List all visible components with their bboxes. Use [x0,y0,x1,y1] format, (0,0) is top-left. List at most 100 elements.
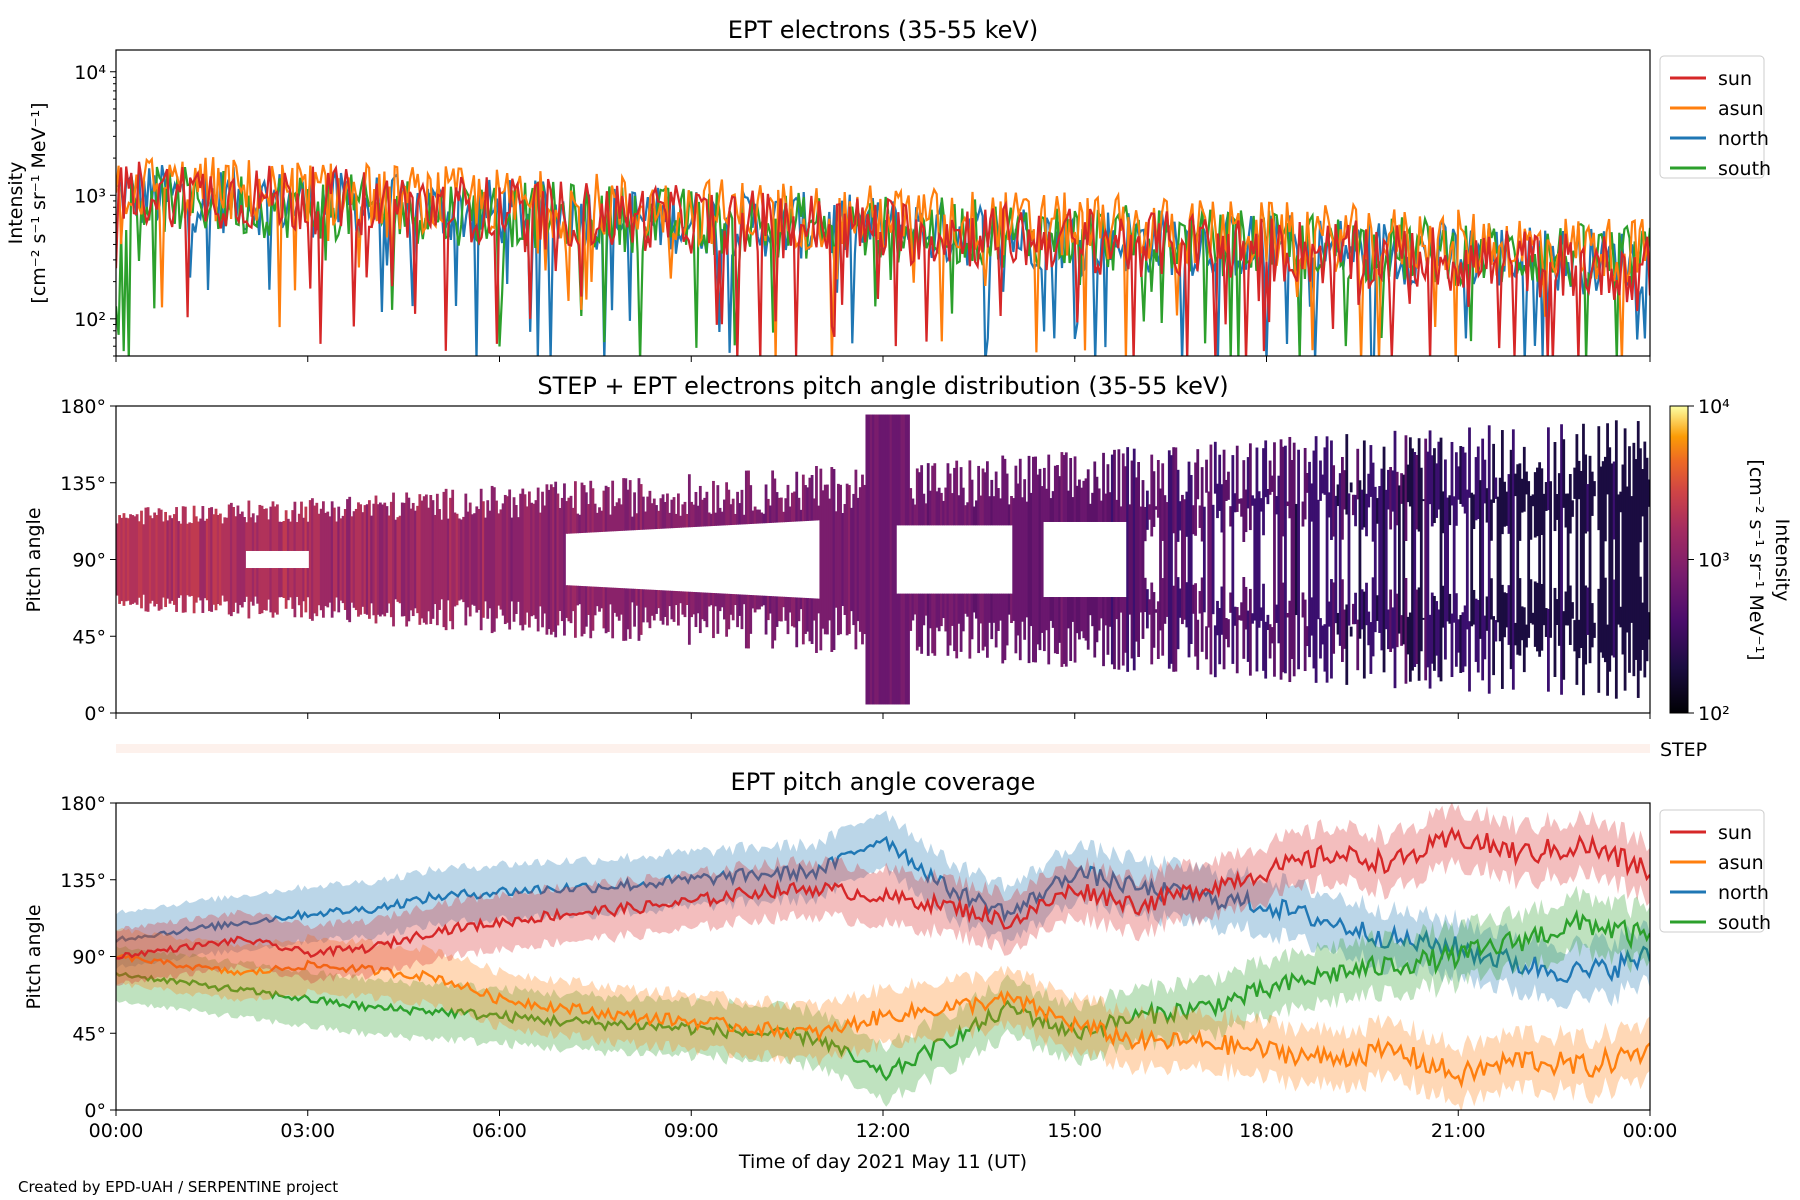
heatmap-cell [1058,476,1062,522]
heatmap-cell [560,497,564,622]
heatmap-cell [994,593,998,648]
heatmap-cell [142,524,146,595]
heatmap-cell [1634,459,1638,660]
heatmap-cell [1099,597,1103,619]
heatmap-cell [1310,483,1314,522]
heatmap-cell [1511,429,1515,690]
heatmap-cell [240,511,244,608]
heatmap-cell [1494,620,1498,642]
heatmap-cell [503,494,507,625]
heatmap-cell [738,503,742,525]
heatmap-cell [970,479,974,526]
heatmap-cell [1115,597,1119,620]
heatmap-cell [1246,457,1250,509]
heatmap-cell [471,514,474,605]
heatmap-cell [615,587,619,617]
legend-label-south: south [1718,158,1771,180]
heatmap-cell [1547,608,1550,692]
heatmap-cell [1606,423,1609,495]
heatmap-cell [1075,597,1079,634]
heatmap-cell [486,500,490,619]
heatmap-cell [1288,600,1292,683]
heatmap-cell [815,466,818,521]
heatmap-cell [795,471,799,522]
heatmap-cell [420,500,424,619]
heatmap-cell [183,506,187,613]
heatmap-cell [775,492,779,523]
heatmap-cell [1270,627,1274,644]
heatmap-cell [1338,473,1342,646]
heatmap-cell [409,508,413,611]
heatmap-cell [1597,588,1601,693]
heatmap-cell [773,596,777,641]
x-tick-label-7: 21:00 [1431,1120,1486,1142]
heatmap-cell [595,586,599,607]
heatmap-cell [972,593,976,613]
heatmap-cell [1531,494,1535,507]
heatmap-cell [460,519,463,600]
heatmap-cell [1612,461,1616,540]
heatmap-cell [1503,592,1506,638]
heatmap-cell [999,593,1002,621]
heatmap-cell [1093,461,1097,522]
heatmap-cell [1332,465,1336,537]
heatmap-cell [144,507,148,612]
heatmap-cell [964,505,967,526]
heatmap-cell [1150,582,1154,665]
heatmap-cell [924,503,928,526]
heatmap-cell [1617,494,1620,625]
heatmap-cell [959,593,963,652]
heatmap-cell [1639,448,1642,543]
heatmap-cell [335,521,338,598]
heatmap-cell [1108,492,1112,522]
series-line-sun [116,826,1650,960]
heatmap-cell [122,513,126,606]
heatmap-cell [1095,476,1099,522]
heatmap-cell [1018,458,1022,661]
heatmap-cell [764,484,768,524]
heatmap-cell [221,523,224,596]
heatmap-cell [600,510,604,532]
heatmap-cell [1062,455,1066,522]
heatmap-cell [1216,600,1219,636]
heatmap-cell [1235,607,1239,674]
heatmap-cell [205,518,209,601]
heatmap-cell [1647,612,1650,640]
heatmap-cell [282,568,286,599]
heatmap-cell [1485,488,1489,523]
heatmap-cell [1457,466,1460,500]
heatmap-cell [1584,585,1588,665]
heatmap-cell [1553,587,1557,677]
heatmap-cell [931,465,935,526]
heatmap-cell [1176,577,1180,650]
heatmap-cell [1312,450,1316,669]
heatmap-cell [321,501,325,618]
heatmap-cell [826,484,829,635]
heatmap-cell [611,587,615,639]
heatmap-cell [1174,447,1178,672]
heatmap-cell [1027,455,1031,664]
heatmap-cell [1073,456,1077,522]
heatmap-cell [1281,446,1285,537]
heatmap-cell [1220,484,1224,533]
heatmap-cell [1577,460,1581,500]
heatmap-cell [554,481,558,638]
heatmap-cell [793,597,796,628]
heatmap-cell [429,494,433,625]
heatmap-cell [262,568,266,611]
heatmap-cell [681,504,685,528]
p2-yticks-label-0: 0° [84,703,106,725]
heatmap-cell [1351,603,1355,625]
heatmap-cell [904,414,908,526]
heatmap-cell [1213,441,1217,494]
heatmap-cell [120,517,124,602]
heatmap-cell [1395,593,1399,648]
heatmap-cell [1264,440,1268,498]
heatmap-cell [236,505,240,614]
heatmap-cell [1213,625,1217,678]
heatmap-cell [563,483,566,636]
heatmap-cell [1023,479,1027,640]
heatmap-cell [1496,496,1500,623]
heatmap-cell [1001,593,1005,664]
heatmap-cell [1413,452,1417,667]
